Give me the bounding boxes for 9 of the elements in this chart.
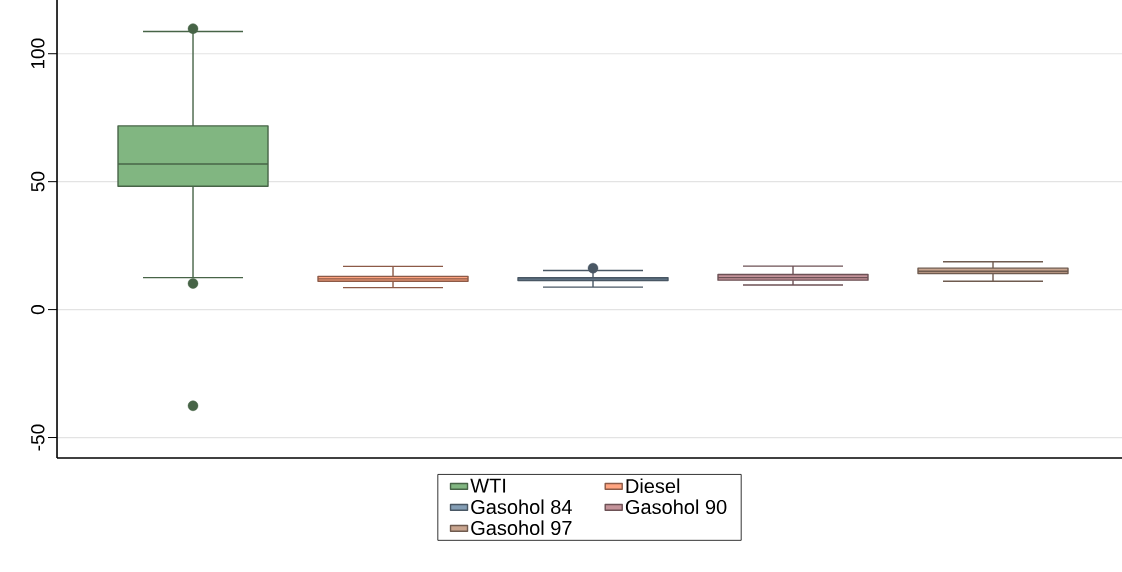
y-tick-label: 0 [31, 305, 45, 315]
y-tick-label: 100 [31, 38, 45, 69]
y-tick-label: -50 [31, 424, 45, 451]
legend-label: Gasohol 84 [471, 499, 572, 515]
legend-label: Gasohol 97 [471, 520, 572, 536]
legend-label: Gasohol 90 [625, 499, 727, 515]
legend-label: WTI [470, 478, 506, 493]
y-tick-label: 50 [31, 171, 45, 192]
legend-label: Diesel [626, 478, 680, 494]
